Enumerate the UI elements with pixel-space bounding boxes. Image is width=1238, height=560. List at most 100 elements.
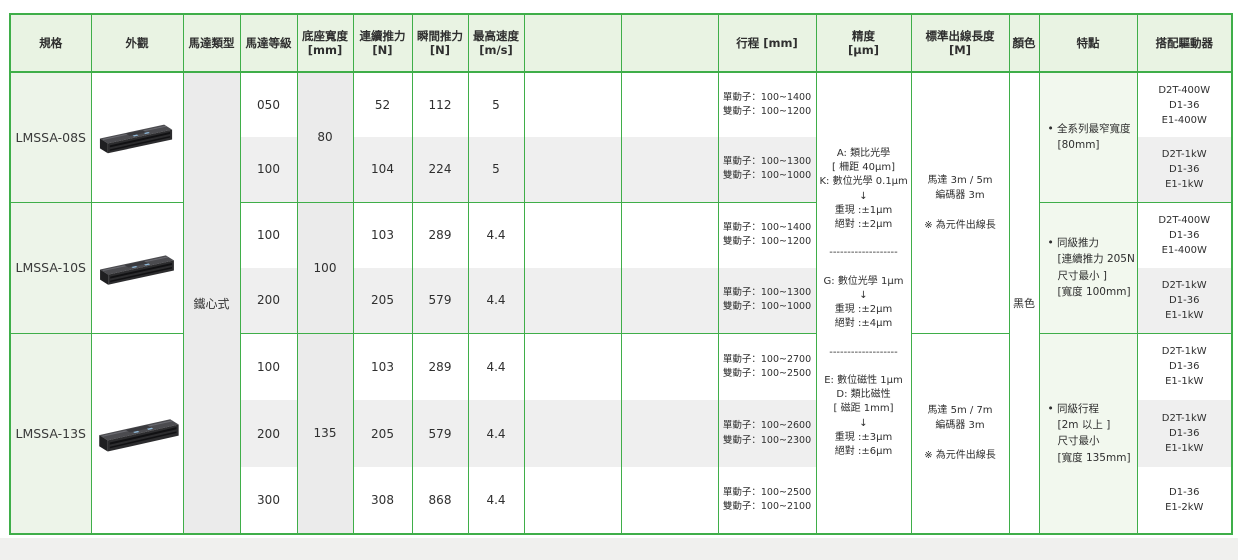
features-lmssa-10s: • 同級推力 [連續推力 205N 尺寸最小 ] [寬度 100mm]	[1038, 201, 1138, 333]
table-row: 200 205 579 4.4 單動子：100~2600 雙動子：100~230…	[10, 400, 1233, 467]
continuous-force-value: 103	[352, 332, 413, 400]
empty-cell	[523, 137, 622, 202]
motor-grade-value: 100	[239, 332, 298, 400]
col-header-empty-1	[523, 14, 622, 73]
empty-cell	[523, 268, 622, 333]
continuous-force-value: 308	[352, 467, 413, 534]
driver-value: D1-36 E1-2kW	[1136, 467, 1233, 534]
table-row: LMSSA-10S 100 100 103 289 4.4	[9, 201, 1233, 333]
linear-motor-spec-table: 規格 外觀 馬達類型 馬達等級 底座寬度 [mm] 連續推力 [N] 瞬間推力 …	[9, 13, 1233, 535]
motor-grade-value: 200	[239, 268, 298, 333]
empty-cell	[523, 400, 622, 467]
cable-length-value-bottom: 馬達 5m / 7m 編碼器 3m ※ 為元件出線長	[910, 332, 1010, 534]
col-header-spec: 規格	[9, 14, 92, 73]
model-name-lmssa-08s: LMSSA-08S	[9, 71, 92, 202]
max-speed-value: 4.4	[467, 268, 525, 333]
col-header-base-width: 底座寬度 [mm]	[296, 14, 354, 73]
stroke-value: 單動子：100~1400 雙動子：100~1200	[717, 201, 817, 268]
col-header-features: 特點	[1038, 14, 1138, 73]
base-width-value: 135	[296, 332, 354, 534]
empty-cell	[620, 332, 719, 400]
max-speed-value: 4.4	[467, 400, 525, 467]
peak-force-value: 289	[411, 201, 469, 268]
product-image-lmssa-13s	[90, 332, 184, 534]
peak-force-value: 868	[411, 467, 469, 534]
stroke-value: 單動子：100~1300 雙動子：100~1000	[717, 268, 817, 333]
stroke-value: 單動子：100~2500 雙動子：100~2100	[717, 467, 817, 534]
table-row: 100 104 224 5 單動子：100~1300 雙動子：100~1000 …	[10, 137, 1233, 202]
max-speed-value: 4.4	[467, 467, 525, 534]
motor-grade-value: 200	[239, 400, 298, 467]
table-row: 200 205 579 4.4 單動子：100~1300 雙動子：100~100…	[10, 268, 1233, 333]
table-row: LMSSA-13S 100 135 103 289 4.4	[9, 332, 1233, 534]
linear-actuator-image	[98, 419, 179, 452]
model-name-lmssa-10s: LMSSA-10S	[9, 201, 92, 333]
driver-value: D2T-1kW D1-36 E1-1kW	[1136, 332, 1233, 400]
cable-length-value-top: 馬達 3m / 5m 編碼器 3m ※ 為元件出線長	[910, 71, 1010, 333]
stroke-value: 單動子：100~1400 雙動子：100~1200	[717, 71, 817, 137]
col-header-stroke: 行程 [mm]	[717, 14, 817, 73]
stroke-value: 單動子：100~1300 雙動子：100~1000	[717, 137, 817, 202]
table-row: 300 308 868 4.4 單動子：100~2500 雙動子：100~210…	[10, 467, 1233, 534]
col-header-cable-length: 標準出線長度 [M]	[910, 14, 1010, 73]
color-value: 黑色	[1008, 71, 1040, 534]
empty-cell	[620, 137, 719, 202]
features-lmssa-13s: • 同級行程 [2m 以上 ] 尺寸最小 [寬度 135mm]	[1038, 332, 1138, 534]
peak-force-value: 579	[411, 268, 469, 333]
driver-value: D2T-1kW D1-36 E1-1kW	[1136, 400, 1233, 467]
continuous-force-value: 205	[352, 268, 413, 333]
motor-grade-value: 300	[239, 467, 298, 534]
motor-grade-value: 100	[239, 137, 298, 202]
table-row: LMSSA-08S 鐵心式 050 80 52 112 5	[9, 71, 1233, 534]
col-header-driver: 搭配驅動器	[1136, 14, 1233, 73]
table-header: 規格 外觀 馬達類型 馬達等級 底座寬度 [mm] 連續推力 [N] 瞬間推力 …	[9, 14, 1233, 73]
product-image-lmssa-08s	[90, 71, 184, 202]
col-header-appearance: 外觀	[90, 14, 184, 73]
peak-force-value: 289	[411, 332, 469, 400]
empty-cell	[620, 268, 719, 333]
col-header-color: 顏色	[1008, 14, 1040, 73]
col-header-precision: 精度 [µm]	[815, 14, 912, 73]
driver-value: D2T-1kW D1-36 E1-1kW	[1136, 268, 1233, 333]
model-name-lmssa-13s: LMSSA-13S	[9, 332, 92, 534]
empty-cell	[523, 201, 622, 268]
max-speed-value: 4.4	[467, 201, 525, 268]
product-image-lmssa-10s	[90, 201, 184, 333]
continuous-force-value: 104	[352, 137, 413, 202]
footer-strip	[0, 538, 1238, 560]
motor-type-value: 鐵心式	[182, 71, 241, 534]
features-lmssa-08s: • 全系列最窄寬度 [80mm]	[1038, 71, 1138, 202]
peak-force-value: 112	[411, 71, 469, 137]
driver-value: D2T-400W D1-36 E1-400W	[1136, 71, 1233, 137]
stroke-value: 單動子：100~2700 雙動子：100~2500	[717, 332, 817, 400]
max-speed-value: 4.4	[467, 332, 525, 400]
col-header-motor-type: 馬達類型	[182, 14, 241, 73]
col-header-motor-grade: 馬達等級	[239, 14, 298, 73]
base-width-value: 100	[296, 201, 354, 333]
precision-value: A: 類比光學 [ 柵距 40µm] K: 數位光學 0.1µm ↓ 重現 :±…	[815, 71, 912, 534]
continuous-force-value: 103	[352, 201, 413, 268]
col-header-max-speed: 最高速度 [m/s]	[467, 14, 525, 73]
empty-cell	[620, 71, 719, 137]
empty-cell	[620, 201, 719, 268]
col-header-peak-force: 瞬間推力 [N]	[411, 14, 469, 73]
base-width-value: 80	[296, 71, 354, 202]
stroke-value: 單動子：100~2600 雙動子：100~2300	[717, 400, 817, 467]
max-speed-value: 5	[467, 137, 525, 202]
motor-grade-value: 100	[239, 201, 298, 268]
peak-force-value: 579	[411, 400, 469, 467]
linear-actuator-image	[99, 254, 174, 285]
continuous-force-value: 52	[352, 71, 413, 137]
col-header-continuous-force: 連續推力 [N]	[352, 14, 413, 73]
max-speed-value: 5	[467, 71, 525, 137]
empty-cell	[523, 467, 622, 534]
continuous-force-value: 205	[352, 400, 413, 467]
linear-actuator-image	[99, 124, 173, 154]
peak-force-value: 224	[411, 137, 469, 202]
motor-grade-value: 050	[239, 71, 298, 137]
driver-value: D2T-1kW D1-36 E1-1kW	[1136, 137, 1233, 202]
empty-cell	[523, 71, 622, 137]
empty-cell	[620, 467, 719, 534]
empty-cell	[620, 400, 719, 467]
